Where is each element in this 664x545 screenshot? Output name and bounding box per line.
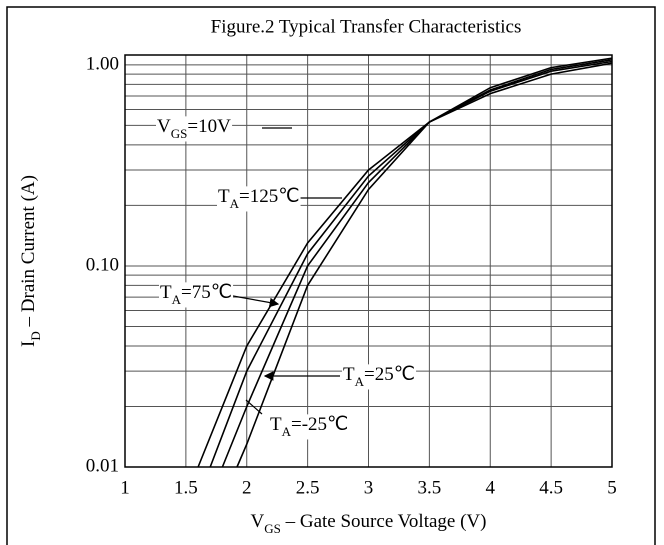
annotation: TA=25℃ <box>343 364 415 389</box>
y-tick-label: 0.10 <box>86 254 119 275</box>
annotation-sub: A <box>172 292 182 307</box>
annotation-bg <box>217 186 301 212</box>
annotation-base: T <box>343 364 355 385</box>
x-tick-label: 5 <box>607 477 617 498</box>
x-axis-label-base: V <box>251 511 265 532</box>
annotation: TA=75℃ <box>160 282 232 307</box>
x-tick-label: 3 <box>364 477 374 498</box>
annotation-bg <box>159 282 234 308</box>
annotation-bg <box>156 116 233 142</box>
y-axis-label-rest: – Drain Current (A) <box>18 175 39 331</box>
annotation-rest: =25℃ <box>364 364 415 385</box>
y-axis-label: ID – Drain Current (A) <box>18 175 43 347</box>
annotation-sub: A <box>282 424 292 439</box>
annotation: TA=125℃ <box>218 186 300 211</box>
annotation-base: V <box>157 116 171 137</box>
annotation: TA=-25℃ <box>270 414 348 439</box>
x-tick-label: 1 <box>120 477 130 498</box>
annotation: VGS=10V <box>157 116 231 141</box>
annotation-bg <box>342 364 417 390</box>
annotation-base: T <box>160 282 172 303</box>
x-tick-label: 3.5 <box>418 477 442 498</box>
x-tick-label: 2 <box>242 477 252 498</box>
x-tick-label: 4 <box>486 477 496 498</box>
series-line <box>197 62 613 468</box>
x-tick-label: 1.5 <box>174 477 198 498</box>
series-line <box>221 59 613 468</box>
series-line <box>236 57 613 468</box>
annotation-base: T <box>218 186 230 207</box>
chart-title: Figure.2 Typical Transfer Characteristic… <box>211 16 522 37</box>
annotation-rest: =10V <box>187 116 231 137</box>
y-tick-label: 1.00 <box>86 53 119 74</box>
frame <box>6 6 656 545</box>
annotation-sub: A <box>230 196 240 211</box>
y-tick-label: 0.01 <box>86 455 119 476</box>
x-tick-label: 2.5 <box>296 477 320 498</box>
x-tick-label: 4.5 <box>539 477 563 498</box>
annotation-sub: GS <box>171 126 188 141</box>
annotation-rest: =-25℃ <box>291 414 348 435</box>
y-axis-label-base: I <box>18 341 39 347</box>
x-axis-label: VGS – Gate Source Voltage (V) <box>251 511 487 536</box>
x-axis-label-sub: GS <box>264 521 281 536</box>
annotation-leader <box>245 399 263 415</box>
x-axis-label-rest: – Gate Source Voltage (V) <box>281 511 487 532</box>
y-axis-label-sub: D <box>28 331 43 340</box>
annotation-rest: =125℃ <box>239 186 300 207</box>
annotation-sub: A <box>355 374 365 389</box>
annotation-base: T <box>270 414 282 435</box>
annotation-rest: =75℃ <box>181 282 232 303</box>
series-line <box>209 60 613 468</box>
annotation-bg <box>269 414 350 440</box>
plot-border <box>124 54 613 468</box>
